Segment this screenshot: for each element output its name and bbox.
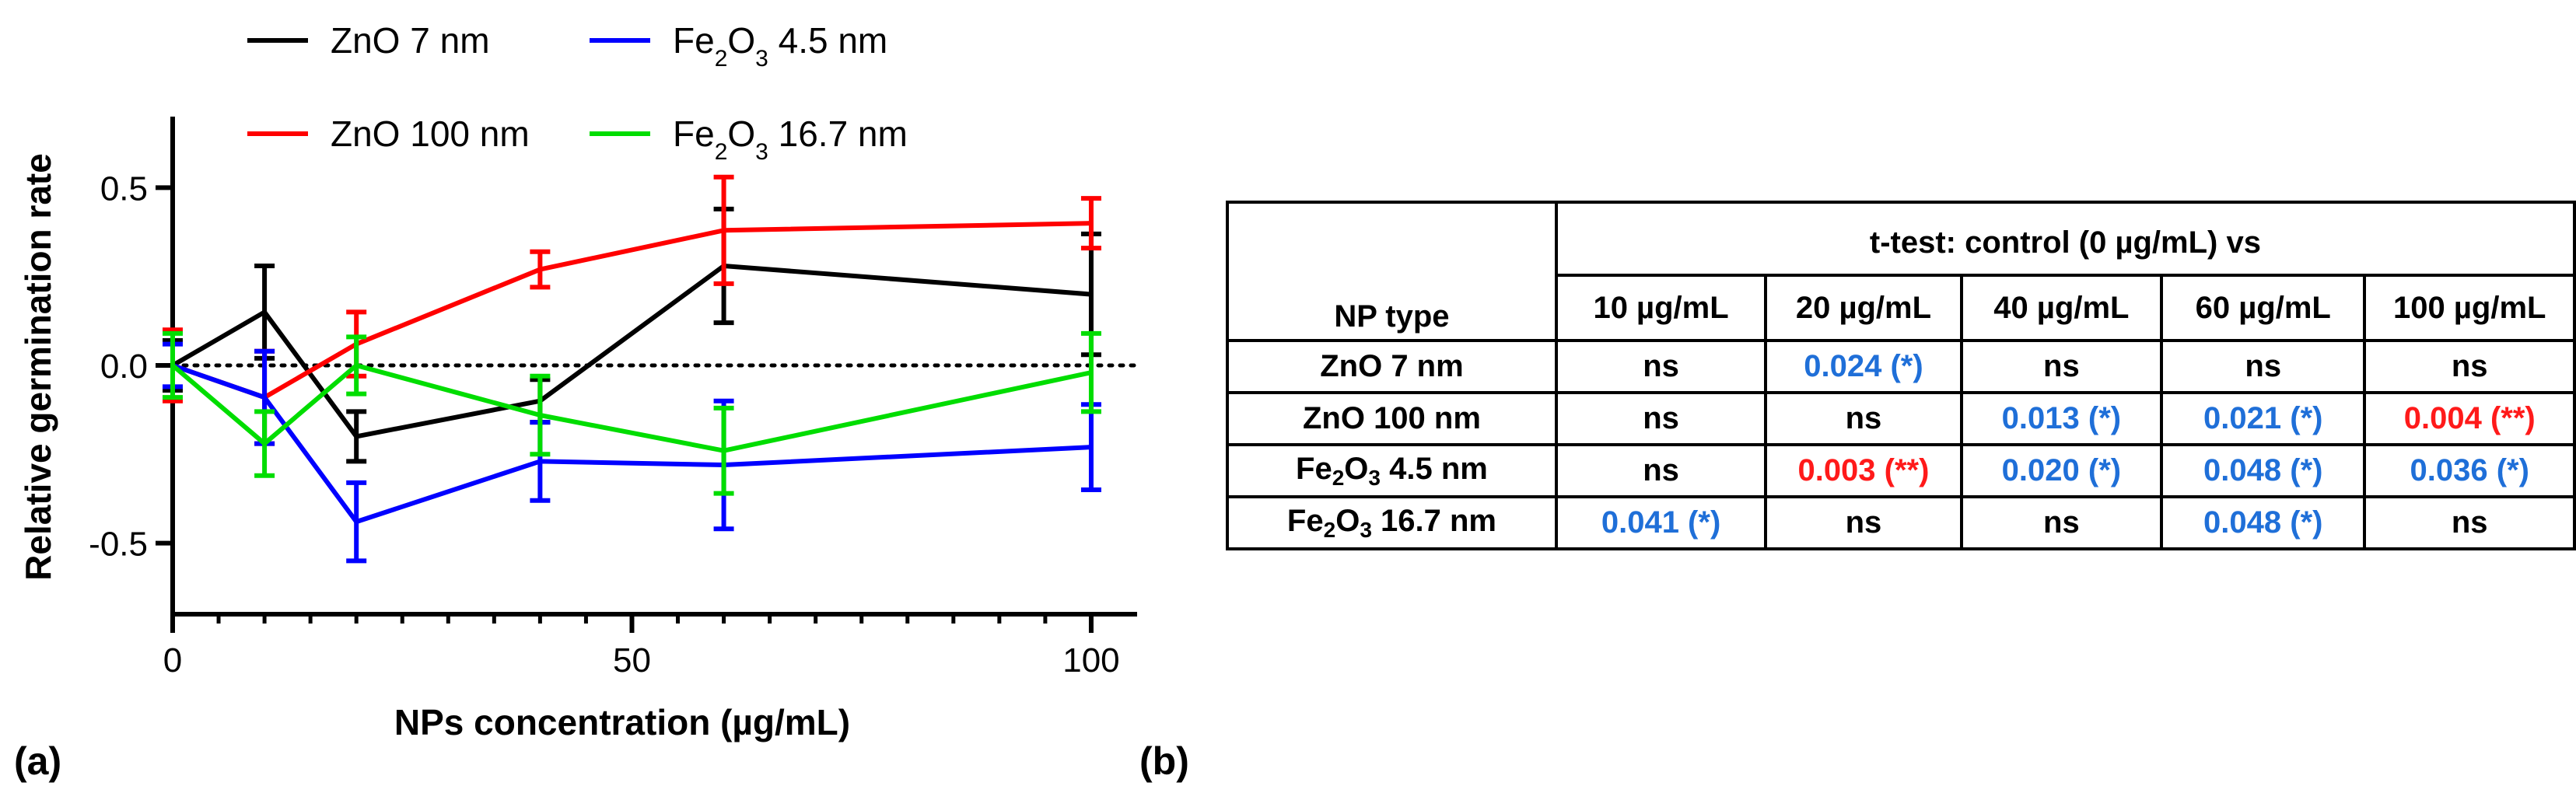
table-cell: 0.048 (*) — [2160, 495, 2367, 550]
legend-label: Fe2O3 4.5 nm — [673, 20, 887, 72]
label-part: ZnO 100 nm — [1302, 401, 1481, 435]
table-header-row: 10 µg/mL 20 µg/mL 40 µg/mL 60 µg/mL 100 µg/m… — [1227, 274, 2576, 342]
panel-a-label: (a) — [14, 739, 62, 783]
table-cell: ns — [1554, 443, 1768, 498]
y-axis-label: Relative germination rate — [18, 153, 58, 581]
label-part: 4.5 nm — [768, 20, 887, 61]
table-cell: ns — [1764, 391, 1963, 446]
y-tick-label: -0.5 — [89, 526, 148, 564]
table-cell: ns — [1959, 339, 2164, 394]
series-1 — [163, 174, 1101, 446]
label-part: Fe — [1286, 503, 1324, 538]
table-cell: 0.024 (*) — [1764, 339, 1963, 394]
series-3 — [163, 330, 1101, 496]
table-cell: 0.003 (**) — [1764, 443, 1963, 498]
series-line — [171, 264, 1092, 439]
table-row: ZnO 100 nm ns ns 0.013 (*) 0.021 (*) 0.004 (*… — [1226, 391, 2576, 446]
label-part: 2 — [715, 46, 728, 72]
table-cell: 0.004 (**) — [2363, 391, 2576, 446]
label-part: O — [727, 114, 755, 154]
row-label: Fe2O3 16.7 nm — [1226, 495, 1558, 550]
plot-area: -0.5 0.0 0.5 0 50 100 — [89, 117, 1139, 679]
label-part: 3 — [755, 46, 768, 72]
legend-label: Fe2O3 16.7 nm — [673, 114, 908, 165]
table-cell: ns — [2363, 339, 2576, 394]
series-line — [172, 221, 1092, 400]
table-cell: 0.021 (*) — [2160, 391, 2367, 446]
concentration-header: 40 µg/mL — [1959, 274, 2164, 342]
label-part: ZnO 7 nm — [331, 20, 490, 61]
concentration-header: 10 µg/mL — [1554, 274, 1768, 342]
table-row: Fe2O3 16.7 nm 0.041 (*) ns ns 0.048 (*) ns — [1226, 495, 2576, 550]
label-part: Fe — [673, 20, 715, 61]
table-cell: 0.013 (*) — [1959, 391, 2164, 446]
label-part: 2 — [1332, 465, 1345, 490]
label-part: 2 — [715, 139, 728, 165]
row-label: Fe2O3 4.5 nm — [1226, 443, 1558, 498]
series-line — [172, 363, 1092, 525]
label-part: ZnO 7 nm — [1320, 349, 1464, 383]
table-cell: 0.041 (*) — [1554, 495, 1768, 550]
label-part: 16.7 nm — [1371, 503, 1496, 538]
table-cell: ns — [1554, 391, 1768, 446]
concentration-header: 100 µg/mL — [2363, 274, 2576, 342]
table-cell: 0.020 (*) — [1959, 443, 2164, 498]
label-part: 2 — [1323, 517, 1336, 542]
y-tick-label: 0.0 — [100, 348, 148, 386]
table-cell: ns — [1959, 495, 2164, 550]
label-part: Fe — [1296, 451, 1332, 486]
panel-b-label: (b) — [1139, 739, 1189, 783]
x-axis-label: NPs concentration (µg/mL) — [394, 702, 850, 742]
table-row: ZnO 7 nm ns 0.024 (*) ns ns ns — [1226, 339, 2576, 394]
y-tick-label: 0.5 — [100, 169, 148, 208]
row-label: ZnO 100 nm — [1226, 391, 1558, 446]
label-part: O — [727, 20, 755, 61]
x-tick-label: 50 — [613, 641, 651, 679]
label-part: ZnO 100 nm — [331, 114, 530, 154]
np-type-header: NP type — [1226, 201, 1558, 342]
label-part: 16.7 nm — [768, 114, 908, 154]
label-part: O — [1335, 503, 1360, 538]
concentration-header: 60 µg/mL — [2160, 274, 2367, 342]
x-tick-label: 100 — [1062, 641, 1119, 679]
table-cell: ns — [2363, 495, 2576, 550]
table-cell: ns — [1554, 339, 1768, 394]
table-cell: ns — [1764, 495, 1963, 550]
series-0 — [163, 206, 1101, 464]
legend-label: ZnO 7 nm — [331, 20, 490, 61]
label-part: Fe — [673, 114, 715, 154]
series-line — [171, 363, 1092, 453]
label-part: 3 — [1368, 465, 1381, 490]
label-part: 3 — [1360, 517, 1372, 542]
table-cell: 0.048 (*) — [2160, 443, 2367, 498]
ttest-title: t-test: control (0 µg/mL) vs — [1554, 201, 2576, 277]
table-cell: 0.036 (*) — [2363, 443, 2576, 498]
label-part: O — [1344, 451, 1369, 486]
x-tick-label: 0 — [163, 641, 182, 679]
label-part: 3 — [755, 139, 768, 165]
label-part: 4.5 nm — [1381, 451, 1488, 486]
ttest-table: NP type t-test: control (0 µg/mL) vs 10 µg… — [1226, 201, 2576, 550]
concentration-header: 20 µg/mL — [1764, 274, 1963, 342]
legend-label: ZnO 100 nm — [331, 114, 530, 154]
table-row: Fe2O3 4.5 nm ns 0.003 (**) 0.020 (*) 0.048 (… — [1226, 443, 2576, 498]
row-label: ZnO 7 nm — [1226, 339, 1558, 394]
table-cell: ns — [2160, 339, 2367, 394]
table-header-row: NP type t-test: control (0 µg/mL) vs — [1226, 201, 2576, 342]
